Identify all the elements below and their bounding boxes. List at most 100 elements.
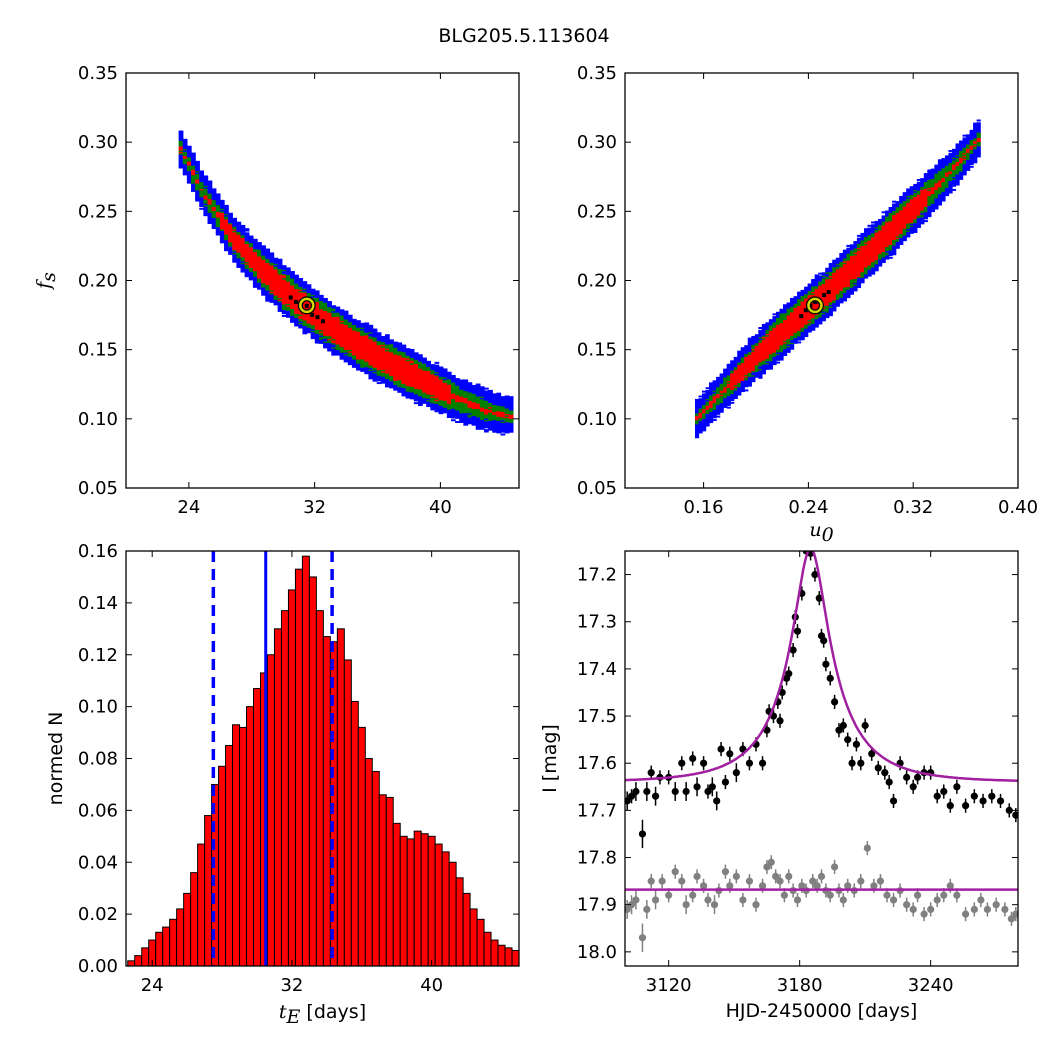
data-point bbox=[852, 740, 861, 748]
data-point bbox=[665, 891, 673, 899]
histogram-bar bbox=[294, 568, 303, 967]
data-point bbox=[632, 896, 640, 904]
data-point bbox=[798, 882, 806, 890]
data-point bbox=[992, 901, 1000, 909]
data-point bbox=[870, 882, 878, 890]
data-point bbox=[933, 896, 941, 904]
histogram-bar bbox=[504, 947, 513, 967]
data-point bbox=[946, 802, 954, 810]
x-tick-label: 0.24 bbox=[788, 497, 828, 518]
data-point bbox=[863, 844, 871, 852]
data-point bbox=[1012, 910, 1018, 918]
data-point bbox=[752, 901, 760, 909]
data-point bbox=[651, 896, 660, 904]
y-tick-label: 0.12 bbox=[78, 645, 118, 666]
data-point bbox=[704, 896, 712, 904]
data-point bbox=[1005, 806, 1013, 814]
data-point bbox=[913, 891, 922, 899]
histogram-bar bbox=[399, 835, 408, 967]
x-tick-label: 40 bbox=[420, 975, 443, 996]
data-point bbox=[876, 877, 885, 885]
histogram-bar bbox=[462, 892, 471, 967]
data-point bbox=[713, 797, 721, 805]
y-axis-label: fs bbox=[33, 272, 60, 291]
data-point bbox=[693, 872, 701, 880]
histogram-bar bbox=[287, 589, 296, 967]
data-point bbox=[678, 877, 686, 885]
panel-fs-vs-tE: 24 32 40 0.05 0.10 0.15 0.20 0.25 0.30 0.35 fs bbox=[33, 63, 520, 518]
histogram-bar bbox=[280, 610, 289, 967]
x-tick-label: 32 bbox=[280, 975, 303, 996]
data-point bbox=[758, 759, 767, 767]
y-tick-label: 0.10 bbox=[78, 697, 118, 718]
histogram-bar bbox=[378, 794, 387, 967]
data-point bbox=[826, 674, 834, 682]
histogram-bar bbox=[197, 843, 206, 967]
histogram-bar bbox=[441, 851, 450, 967]
y-tick-label: 0.25 bbox=[577, 201, 617, 222]
histogram-bar bbox=[385, 796, 394, 967]
histogram-bars bbox=[127, 555, 520, 967]
data-point bbox=[844, 736, 852, 744]
data-point bbox=[772, 872, 780, 880]
y-tick-label: 0.10 bbox=[78, 409, 118, 430]
histogram-bar bbox=[455, 877, 464, 967]
data-point bbox=[946, 882, 954, 890]
data-point bbox=[953, 783, 961, 791]
data-point bbox=[857, 759, 865, 767]
data-point bbox=[785, 670, 793, 678]
histogram-bar bbox=[183, 892, 192, 967]
histogram-bar bbox=[490, 939, 499, 967]
data-point bbox=[625, 905, 631, 914]
histogram-bar bbox=[420, 833, 429, 967]
data-point bbox=[988, 792, 996, 800]
histogram-bar bbox=[497, 944, 506, 967]
y-tick-label: 0.35 bbox=[78, 63, 118, 84]
histogram-bar bbox=[371, 770, 380, 967]
data-point bbox=[881, 769, 889, 777]
likelihood-cells bbox=[694, 119, 981, 439]
y-tick-label: 0.35 bbox=[577, 63, 617, 84]
data-point bbox=[780, 891, 788, 899]
data-point bbox=[726, 882, 734, 890]
data-point bbox=[763, 863, 771, 871]
histogram-bar bbox=[127, 960, 136, 967]
histogram-bar bbox=[253, 687, 261, 967]
series-gray bbox=[625, 841, 1018, 952]
histogram-bar bbox=[322, 636, 331, 967]
y-tick-label: 18.0 bbox=[577, 942, 617, 963]
histogram-bar bbox=[301, 555, 310, 967]
data-point bbox=[647, 877, 655, 885]
histogram-bar bbox=[483, 931, 492, 967]
data-point bbox=[671, 868, 679, 876]
x-tick-label: 0.32 bbox=[893, 497, 933, 518]
best-fit-marker bbox=[807, 297, 823, 314]
data-point bbox=[689, 891, 697, 899]
data-point bbox=[627, 901, 636, 909]
data-point bbox=[839, 721, 847, 730]
histogram-bar bbox=[246, 706, 255, 967]
data-point bbox=[953, 891, 961, 899]
data-point bbox=[857, 877, 865, 885]
x-tick-label: 0.40 bbox=[998, 497, 1038, 518]
data-point bbox=[710, 901, 719, 909]
y-tick-label: 0.20 bbox=[577, 271, 617, 292]
data-point bbox=[745, 759, 754, 767]
histogram-bar bbox=[218, 765, 227, 967]
y-tick-label: 0.02 bbox=[78, 904, 118, 925]
y-axis-label: normed N bbox=[45, 712, 67, 806]
data-point bbox=[721, 868, 730, 876]
sample-cell bbox=[803, 308, 808, 313]
data-point bbox=[933, 792, 941, 800]
data-point bbox=[885, 778, 893, 786]
data-point bbox=[883, 891, 891, 899]
data-point bbox=[970, 905, 978, 914]
axes-frame bbox=[624, 550, 1019, 967]
data-point bbox=[811, 570, 819, 579]
data-point bbox=[831, 698, 839, 706]
best-fit-marker bbox=[299, 297, 315, 314]
sample-cell bbox=[310, 312, 315, 317]
y-tick-label: 0.05 bbox=[78, 478, 118, 499]
data-point bbox=[689, 754, 697, 763]
